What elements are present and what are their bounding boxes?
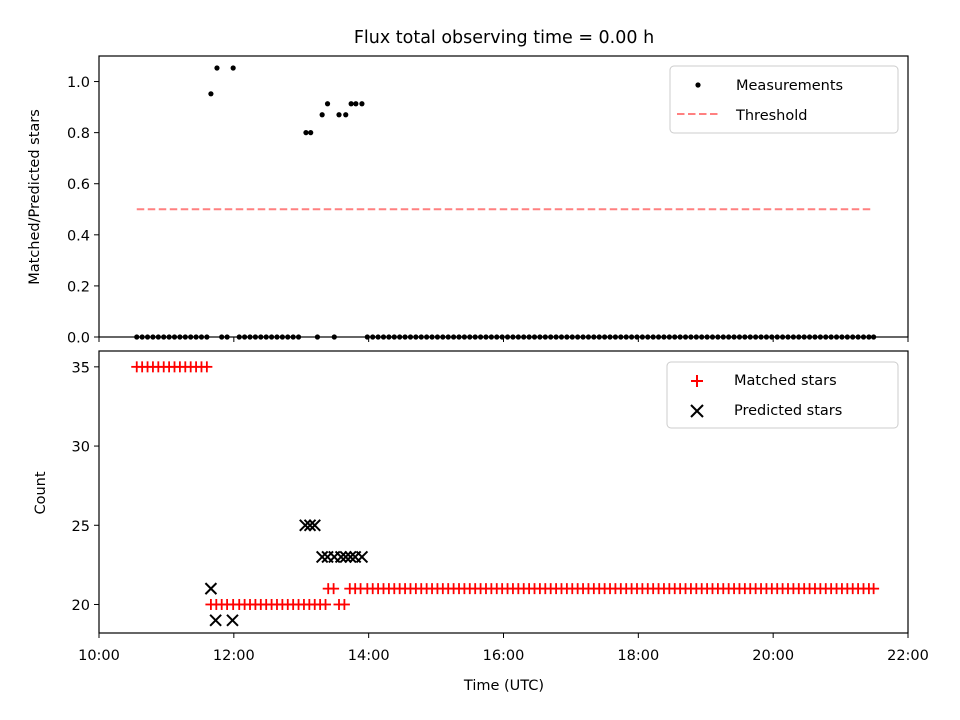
predicted-star-point [204,582,218,595]
bottom-y-tick-label: 25 [72,519,90,535]
top-y-tick-label: 1.0 [67,75,90,91]
predicted-star-point [334,550,348,564]
measurement-point [319,112,325,118]
matched-star-point [868,583,880,595]
measurement-point [343,112,349,118]
predicted-star-point [339,550,352,564]
legend-matched-marker [691,375,703,387]
predicted-star-point [315,550,329,564]
legend-predicted-marker [690,404,704,418]
measurement-point [308,130,314,136]
top-y-tick-label: 0.8 [67,126,90,142]
x-tick-label: 18:00 [617,648,659,664]
top-y-tick-label: 0.4 [67,228,90,244]
measurement-point [230,65,236,71]
top-y-tick-label: 0.2 [67,279,90,295]
predicted-star-point [308,519,321,532]
measurement-point [208,91,214,97]
x-axis-label: Time (UTC) [463,678,544,694]
measurement-point [353,101,359,107]
legend-matched-label: Matched stars [734,373,837,389]
legend-measurements-label: Measurements [736,78,843,94]
measurement-point [303,130,309,136]
predicted-star-point [303,519,317,532]
chart-title: Flux total observing time = 0.00 h [354,28,654,48]
matched-star-point [328,583,340,595]
matched-star-point [201,361,213,373]
legend-predicted-label: Predicted stars [734,403,842,419]
bottom-panel: 20 25 30 35 10:00 12:00 14:00 16:00 18:00 20:00 22… [33,350,929,694]
predicted-star-point [299,519,312,532]
x-tick-label: 10:00 [78,648,120,664]
top-axes-frame [98,55,909,338]
x-tick-label: 16:00 [483,648,525,664]
top-panel: 0.0 0.2 0.4 0.6 0.8 1.0 Matched/Predicted sta… [27,55,909,347]
bottom-axes-frame [98,350,909,634]
predicted-star-point [226,614,239,627]
top-y-tick-label: 0.0 [67,331,90,347]
bottom-legend: Matched stars Predicted stars [666,361,899,429]
x-tick-label: 14:00 [348,648,390,664]
predicted-star-point [344,550,357,564]
predicted-star-point [209,614,222,627]
legend-threshold-label: Threshold [735,108,807,124]
x-tick-label: 22:00 [887,648,929,664]
x-tick-label: 12:00 [213,648,255,664]
measurement-point [324,101,331,107]
predicted-star-point [355,550,369,564]
legend-measurements-marker [695,82,701,88]
top-legend: Measurements Threshold [669,65,899,134]
measurement-point [359,101,365,107]
top-y-axis-label: Matched/Predicted stars [27,109,43,285]
top-y-tick-label: 0.6 [67,177,90,193]
measurement-point [336,112,342,118]
measurement-point [348,101,354,107]
x-tick-label: 20:00 [752,648,794,664]
bottom-y-tick-label: 35 [72,360,90,376]
bottom-y-tick-label: 20 [72,598,90,614]
bottom-y-tick-label: 30 [72,440,90,456]
matched-star-point [320,598,332,610]
matched-star-point [338,598,350,610]
measurement-point [214,65,220,71]
bottom-y-axis-label: Count [33,471,49,514]
